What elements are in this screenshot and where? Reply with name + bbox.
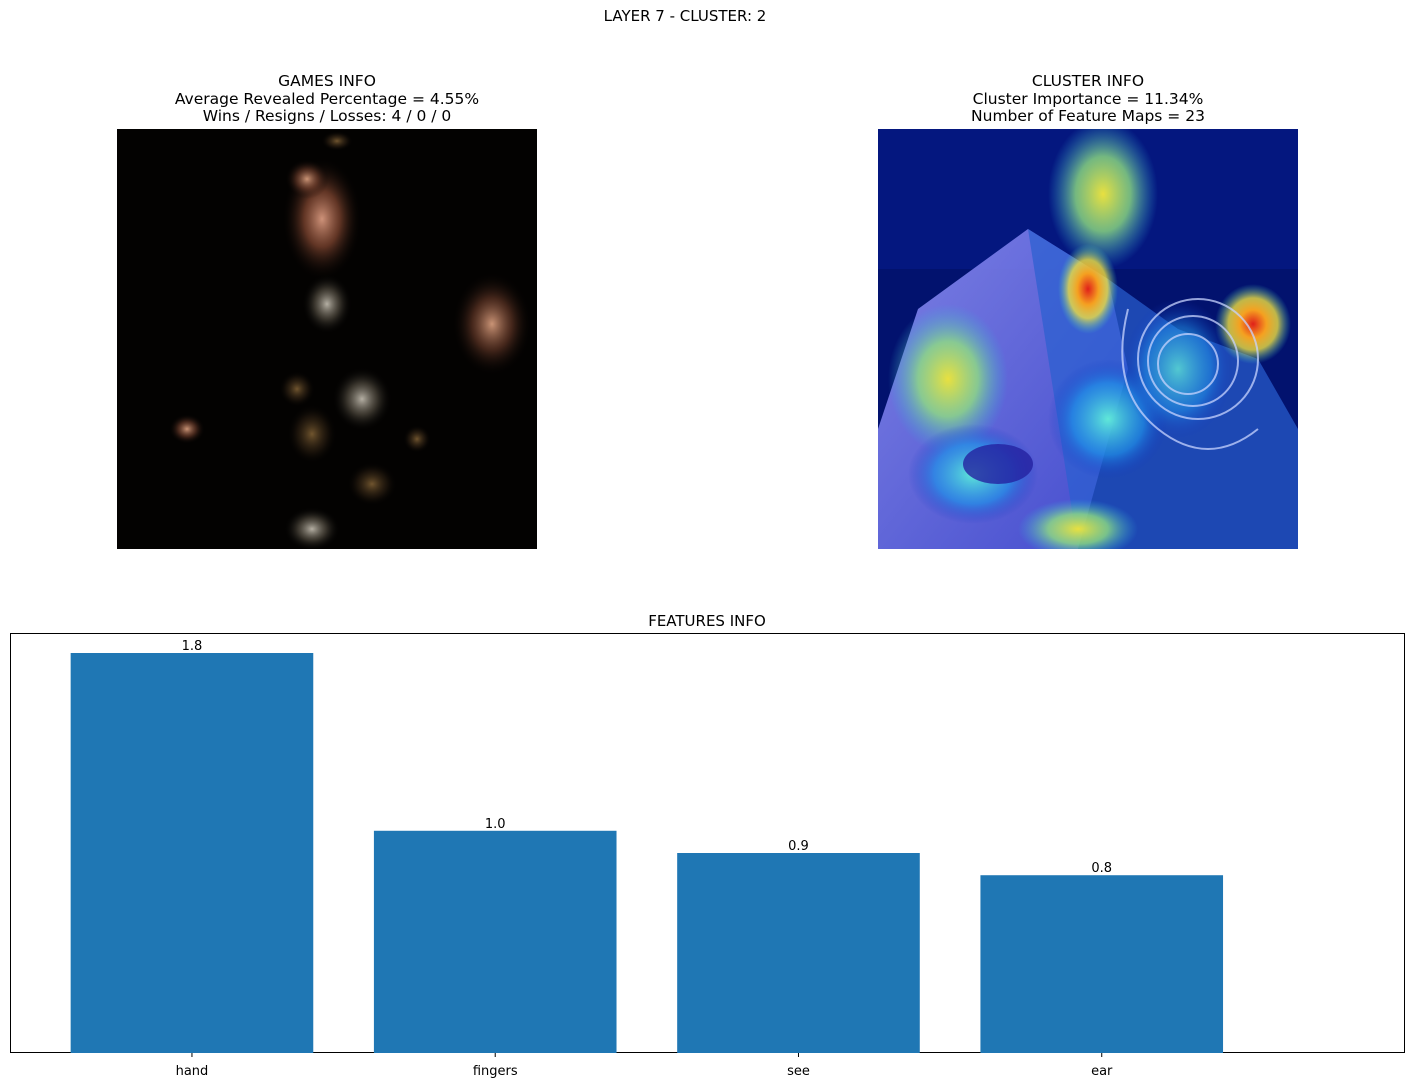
bar-fingers: [373, 830, 617, 1053]
cluster-heatmap-image: [878, 129, 1298, 549]
bar-value-label-fingers: 1.0: [485, 817, 506, 832]
cluster-info-heading: CLUSTER INFO: [1031, 72, 1145, 90]
bar-value-label-hand: 1.8: [182, 639, 203, 654]
games-info-heading: GAMES INFO: [278, 72, 376, 90]
cluster-heatmap-graphic: [878, 129, 1298, 549]
games-wins-resigns-losses: Wins / Resigns / Losses: 4 / 0 / 0: [202, 107, 452, 125]
x-tick-label-see: see: [787, 1064, 810, 1079]
bar-hand: [70, 653, 314, 1053]
bar-see: [677, 853, 920, 1053]
x-tick-label-hand: hand: [176, 1064, 209, 1079]
revealed-regions-image: [117, 129, 537, 549]
cluster-importance: Cluster Importance = 11.34%: [972, 89, 1204, 108]
x-tick-label-ear: ear: [1091, 1064, 1113, 1079]
games-info-title: GAMES INFO Average Revealed Percentage =…: [174, 72, 480, 126]
games-revealed-percentage: Average Revealed Percentage = 4.55%: [174, 89, 480, 108]
x-tick-label-fingers: fingers: [473, 1064, 518, 1079]
cluster-feature-maps: Number of Feature Maps = 23: [971, 107, 1205, 125]
bar-value-label-see: 0.9: [788, 839, 809, 854]
bar-value-label-ear: 0.8: [1091, 861, 1112, 876]
chart-title: FEATURES INFO: [648, 612, 766, 630]
figure-suptitle: LAYER 7 - CLUSTER: 2: [603, 7, 767, 25]
bar-ear: [980, 875, 1224, 1053]
cluster-info-title: CLUSTER INFO Cluster Importance = 11.34%…: [971, 72, 1205, 126]
revealed-regions-graphic: [169, 131, 532, 549]
